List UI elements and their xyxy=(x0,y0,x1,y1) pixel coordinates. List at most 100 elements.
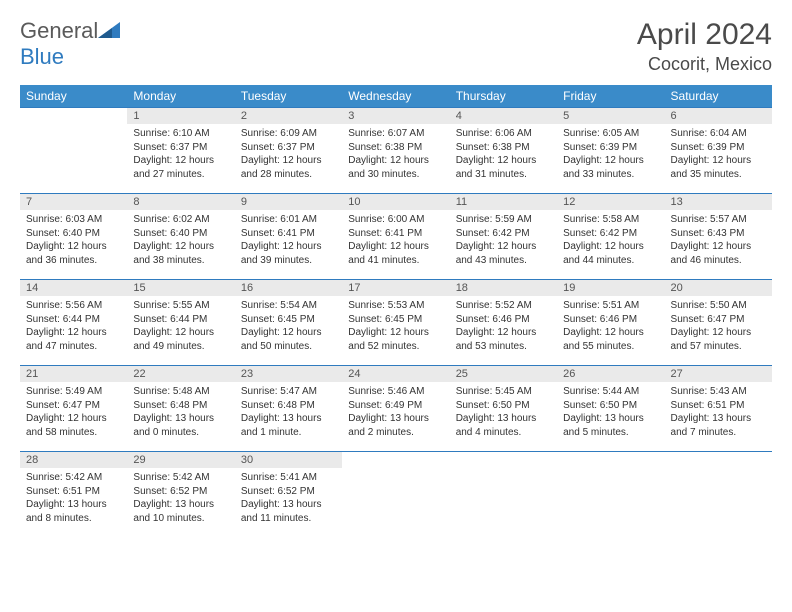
day-details: Sunrise: 6:05 AMSunset: 6:39 PMDaylight:… xyxy=(557,124,664,185)
day-details: Sunrise: 5:55 AMSunset: 6:44 PMDaylight:… xyxy=(127,296,234,357)
calendar-empty-cell xyxy=(20,108,127,194)
calendar-day-cell: 21Sunrise: 5:49 AMSunset: 6:47 PMDayligh… xyxy=(20,366,127,452)
day-number: 3 xyxy=(342,108,449,124)
weekday-header: Sunday xyxy=(20,85,127,108)
day-details: Sunrise: 5:53 AMSunset: 6:45 PMDaylight:… xyxy=(342,296,449,357)
brand-name: GeneralBlue xyxy=(20,18,120,70)
day-number: 21 xyxy=(20,366,127,382)
day-number: 4 xyxy=(450,108,557,124)
day-details: Sunrise: 5:42 AMSunset: 6:51 PMDaylight:… xyxy=(20,468,127,529)
calendar-day-cell: 22Sunrise: 5:48 AMSunset: 6:48 PMDayligh… xyxy=(127,366,234,452)
calendar-day-cell: 23Sunrise: 5:47 AMSunset: 6:48 PMDayligh… xyxy=(235,366,342,452)
calendar-day-cell: 12Sunrise: 5:58 AMSunset: 6:42 PMDayligh… xyxy=(557,194,664,280)
day-number: 26 xyxy=(557,366,664,382)
day-details: Sunrise: 6:00 AMSunset: 6:41 PMDaylight:… xyxy=(342,210,449,271)
day-number: 13 xyxy=(665,194,772,210)
calendar-day-cell: 11Sunrise: 5:59 AMSunset: 6:42 PMDayligh… xyxy=(450,194,557,280)
day-number: 24 xyxy=(342,366,449,382)
calendar-day-cell: 5Sunrise: 6:05 AMSunset: 6:39 PMDaylight… xyxy=(557,108,664,194)
calendar-day-cell: 24Sunrise: 5:46 AMSunset: 6:49 PMDayligh… xyxy=(342,366,449,452)
day-details: Sunrise: 6:10 AMSunset: 6:37 PMDaylight:… xyxy=(127,124,234,185)
day-details: Sunrise: 5:52 AMSunset: 6:46 PMDaylight:… xyxy=(450,296,557,357)
weekday-header: Monday xyxy=(127,85,234,108)
day-details: Sunrise: 5:49 AMSunset: 6:47 PMDaylight:… xyxy=(20,382,127,443)
day-number: 14 xyxy=(20,280,127,296)
day-number: 19 xyxy=(557,280,664,296)
day-details: Sunrise: 6:07 AMSunset: 6:38 PMDaylight:… xyxy=(342,124,449,185)
calendar-day-cell: 29Sunrise: 5:42 AMSunset: 6:52 PMDayligh… xyxy=(127,452,234,538)
calendar-day-cell: 18Sunrise: 5:52 AMSunset: 6:46 PMDayligh… xyxy=(450,280,557,366)
brand-name-a: General xyxy=(20,18,98,43)
calendar-day-cell: 19Sunrise: 5:51 AMSunset: 6:46 PMDayligh… xyxy=(557,280,664,366)
day-number: 17 xyxy=(342,280,449,296)
day-number: 15 xyxy=(127,280,234,296)
calendar-week-row: 7Sunrise: 6:03 AMSunset: 6:40 PMDaylight… xyxy=(20,194,772,280)
day-number: 12 xyxy=(557,194,664,210)
day-details: Sunrise: 6:06 AMSunset: 6:38 PMDaylight:… xyxy=(450,124,557,185)
day-details: Sunrise: 5:57 AMSunset: 6:43 PMDaylight:… xyxy=(665,210,772,271)
calendar-day-cell: 1Sunrise: 6:10 AMSunset: 6:37 PMDaylight… xyxy=(127,108,234,194)
day-details: Sunrise: 6:09 AMSunset: 6:37 PMDaylight:… xyxy=(235,124,342,185)
day-number: 10 xyxy=(342,194,449,210)
brand-logo: GeneralBlue xyxy=(20,18,120,70)
calendar-day-cell: 14Sunrise: 5:56 AMSunset: 6:44 PMDayligh… xyxy=(20,280,127,366)
day-details: Sunrise: 5:47 AMSunset: 6:48 PMDaylight:… xyxy=(235,382,342,443)
calendar-week-row: 21Sunrise: 5:49 AMSunset: 6:47 PMDayligh… xyxy=(20,366,772,452)
month-title: April 2024 xyxy=(637,18,772,52)
calendar-week-row: 14Sunrise: 5:56 AMSunset: 6:44 PMDayligh… xyxy=(20,280,772,366)
day-number: 25 xyxy=(450,366,557,382)
calendar-header-row: SundayMondayTuesdayWednesdayThursdayFrid… xyxy=(20,85,772,108)
weekday-header: Thursday xyxy=(450,85,557,108)
day-details: Sunrise: 6:02 AMSunset: 6:40 PMDaylight:… xyxy=(127,210,234,271)
calendar-day-cell: 16Sunrise: 5:54 AMSunset: 6:45 PMDayligh… xyxy=(235,280,342,366)
calendar-day-cell: 9Sunrise: 6:01 AMSunset: 6:41 PMDaylight… xyxy=(235,194,342,280)
calendar-week-row: 1Sunrise: 6:10 AMSunset: 6:37 PMDaylight… xyxy=(20,108,772,194)
day-number: 7 xyxy=(20,194,127,210)
day-details: Sunrise: 6:03 AMSunset: 6:40 PMDaylight:… xyxy=(20,210,127,271)
day-number: 28 xyxy=(20,452,127,468)
calendar-day-cell: 4Sunrise: 6:06 AMSunset: 6:38 PMDaylight… xyxy=(450,108,557,194)
calendar-day-cell: 3Sunrise: 6:07 AMSunset: 6:38 PMDaylight… xyxy=(342,108,449,194)
day-number: 5 xyxy=(557,108,664,124)
weekday-header: Friday xyxy=(557,85,664,108)
header: GeneralBlue April 2024 Cocorit, Mexico xyxy=(20,18,772,75)
day-number: 22 xyxy=(127,366,234,382)
day-details: Sunrise: 5:58 AMSunset: 6:42 PMDaylight:… xyxy=(557,210,664,271)
day-details: Sunrise: 5:50 AMSunset: 6:47 PMDaylight:… xyxy=(665,296,772,357)
calendar-day-cell: 10Sunrise: 6:00 AMSunset: 6:41 PMDayligh… xyxy=(342,194,449,280)
day-number: 29 xyxy=(127,452,234,468)
day-details: Sunrise: 5:59 AMSunset: 6:42 PMDaylight:… xyxy=(450,210,557,271)
calendar-day-cell: 17Sunrise: 5:53 AMSunset: 6:45 PMDayligh… xyxy=(342,280,449,366)
weekday-header: Saturday xyxy=(665,85,772,108)
calendar-day-cell: 25Sunrise: 5:45 AMSunset: 6:50 PMDayligh… xyxy=(450,366,557,452)
day-details: Sunrise: 5:51 AMSunset: 6:46 PMDaylight:… xyxy=(557,296,664,357)
day-number: 27 xyxy=(665,366,772,382)
day-number: 20 xyxy=(665,280,772,296)
brand-triangle-icon xyxy=(98,18,120,44)
day-details: Sunrise: 5:46 AMSunset: 6:49 PMDaylight:… xyxy=(342,382,449,443)
day-details: Sunrise: 5:45 AMSunset: 6:50 PMDaylight:… xyxy=(450,382,557,443)
calendar-day-cell: 26Sunrise: 5:44 AMSunset: 6:50 PMDayligh… xyxy=(557,366,664,452)
calendar-empty-cell xyxy=(450,452,557,538)
calendar-week-row: 28Sunrise: 5:42 AMSunset: 6:51 PMDayligh… xyxy=(20,452,772,538)
calendar-day-cell: 20Sunrise: 5:50 AMSunset: 6:47 PMDayligh… xyxy=(665,280,772,366)
calendar-day-cell: 15Sunrise: 5:55 AMSunset: 6:44 PMDayligh… xyxy=(127,280,234,366)
day-number: 30 xyxy=(235,452,342,468)
calendar-table: SundayMondayTuesdayWednesdayThursdayFrid… xyxy=(20,85,772,538)
day-details: Sunrise: 5:43 AMSunset: 6:51 PMDaylight:… xyxy=(665,382,772,443)
calendar-day-cell: 8Sunrise: 6:02 AMSunset: 6:40 PMDaylight… xyxy=(127,194,234,280)
day-details: Sunrise: 5:44 AMSunset: 6:50 PMDaylight:… xyxy=(557,382,664,443)
day-details: Sunrise: 5:42 AMSunset: 6:52 PMDaylight:… xyxy=(127,468,234,529)
day-number: 2 xyxy=(235,108,342,124)
day-details: Sunrise: 5:41 AMSunset: 6:52 PMDaylight:… xyxy=(235,468,342,529)
calendar-empty-cell xyxy=(557,452,664,538)
day-number: 6 xyxy=(665,108,772,124)
day-details: Sunrise: 6:04 AMSunset: 6:39 PMDaylight:… xyxy=(665,124,772,185)
calendar-empty-cell xyxy=(665,452,772,538)
day-number: 23 xyxy=(235,366,342,382)
calendar-day-cell: 7Sunrise: 6:03 AMSunset: 6:40 PMDaylight… xyxy=(20,194,127,280)
calendar-day-cell: 6Sunrise: 6:04 AMSunset: 6:39 PMDaylight… xyxy=(665,108,772,194)
day-number: 11 xyxy=(450,194,557,210)
day-details: Sunrise: 6:01 AMSunset: 6:41 PMDaylight:… xyxy=(235,210,342,271)
day-details: Sunrise: 5:54 AMSunset: 6:45 PMDaylight:… xyxy=(235,296,342,357)
